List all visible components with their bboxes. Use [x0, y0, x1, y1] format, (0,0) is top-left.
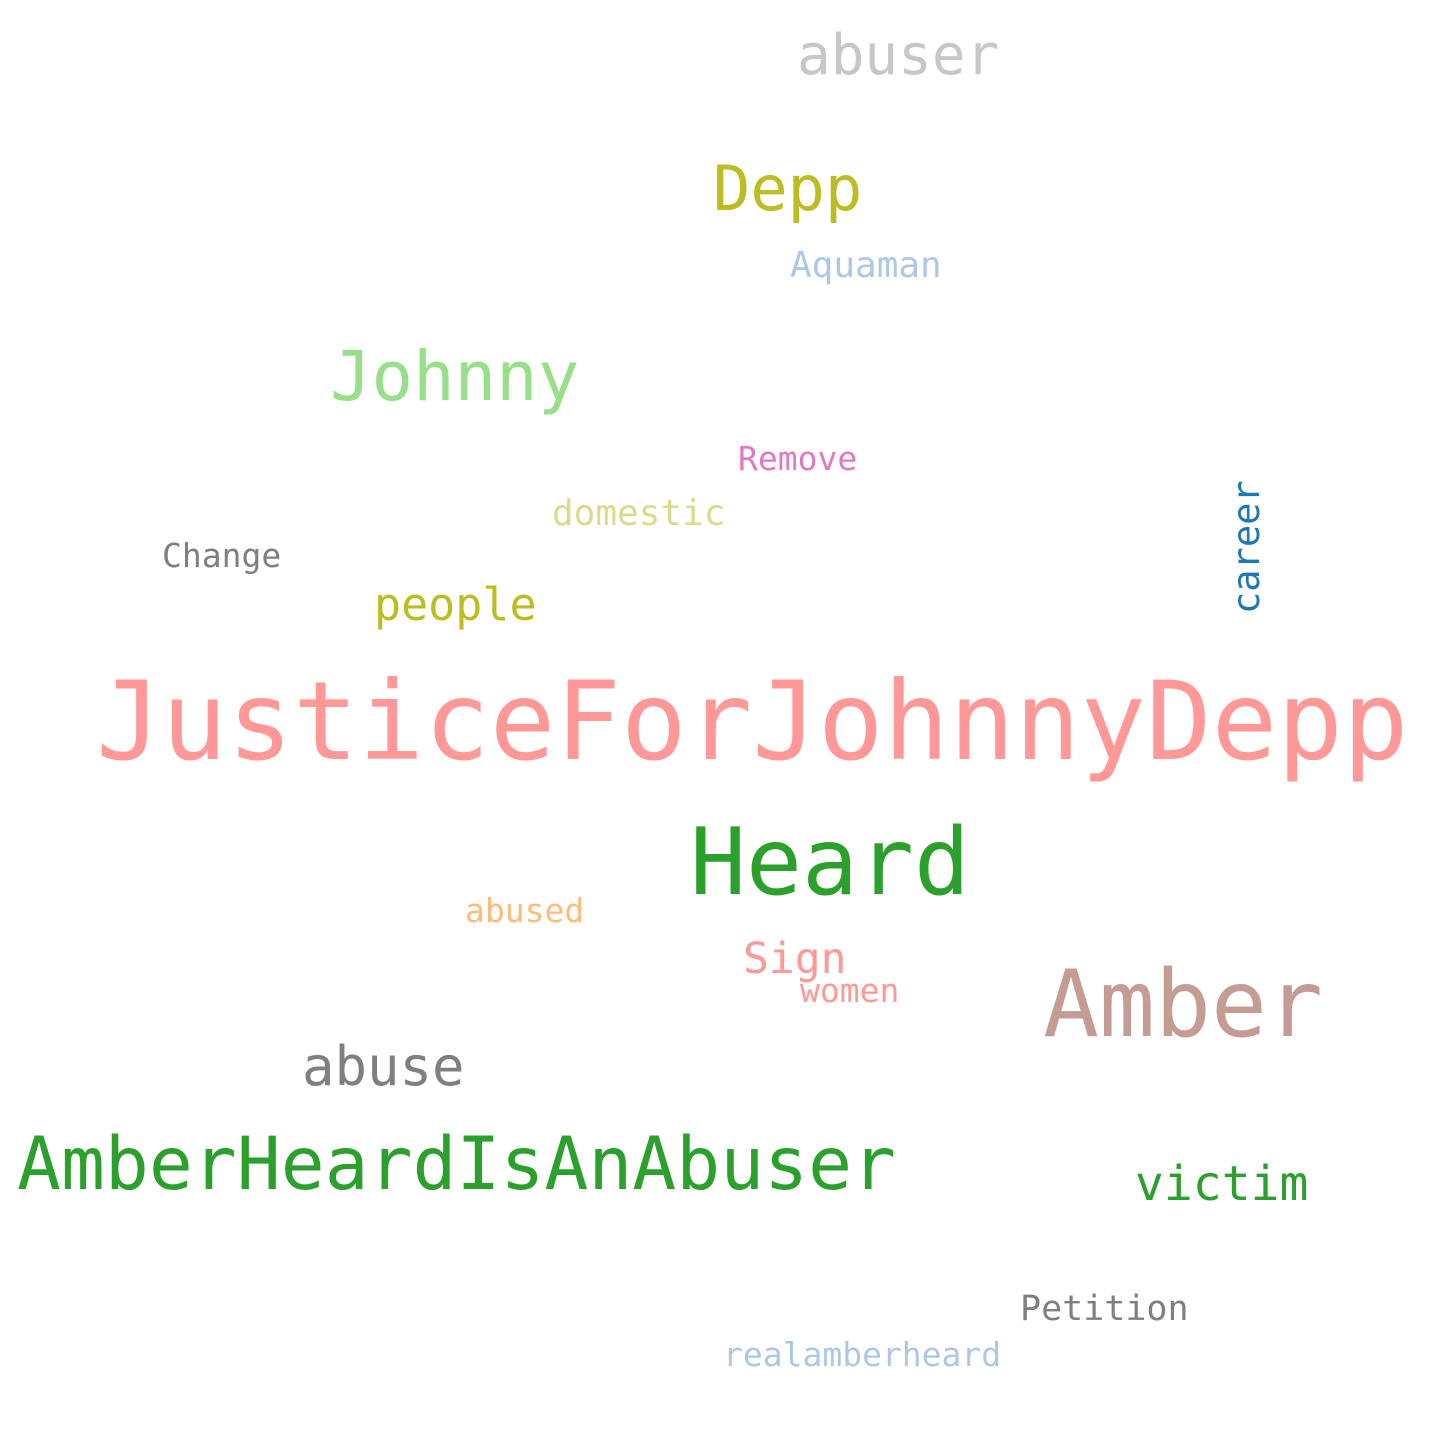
word-justiceforjohnnydepp: JusticeForJohnnyDepp: [96, 658, 1409, 785]
word-johnny: Johnny: [330, 337, 580, 417]
word-aquaman: Aquaman: [790, 245, 942, 286]
word-depp: Depp: [713, 152, 863, 225]
word-amberheardisanabuser: AmberHeardIsAnAbuser: [17, 1122, 896, 1207]
word-career: career: [1225, 480, 1268, 614]
word-women: women: [800, 971, 900, 1010]
word-petition: Petition: [1020, 1289, 1189, 1329]
word-realamberheard: realamberheard: [723, 1335, 1002, 1374]
word-victim: victim: [1135, 1156, 1309, 1212]
word-heard: Heard: [690, 808, 970, 916]
word-change: Change: [162, 536, 282, 575]
word-sign: Sign: [743, 934, 847, 984]
word-abused: abused: [465, 891, 585, 930]
word-abuser: abuser: [797, 23, 1000, 88]
word-domestic: domestic: [552, 493, 726, 534]
word-people: people: [374, 578, 537, 631]
word-abuse: abuse: [302, 1035, 465, 1098]
word-amber: Amber: [1043, 950, 1323, 1058]
word-remove: Remove: [738, 439, 858, 478]
